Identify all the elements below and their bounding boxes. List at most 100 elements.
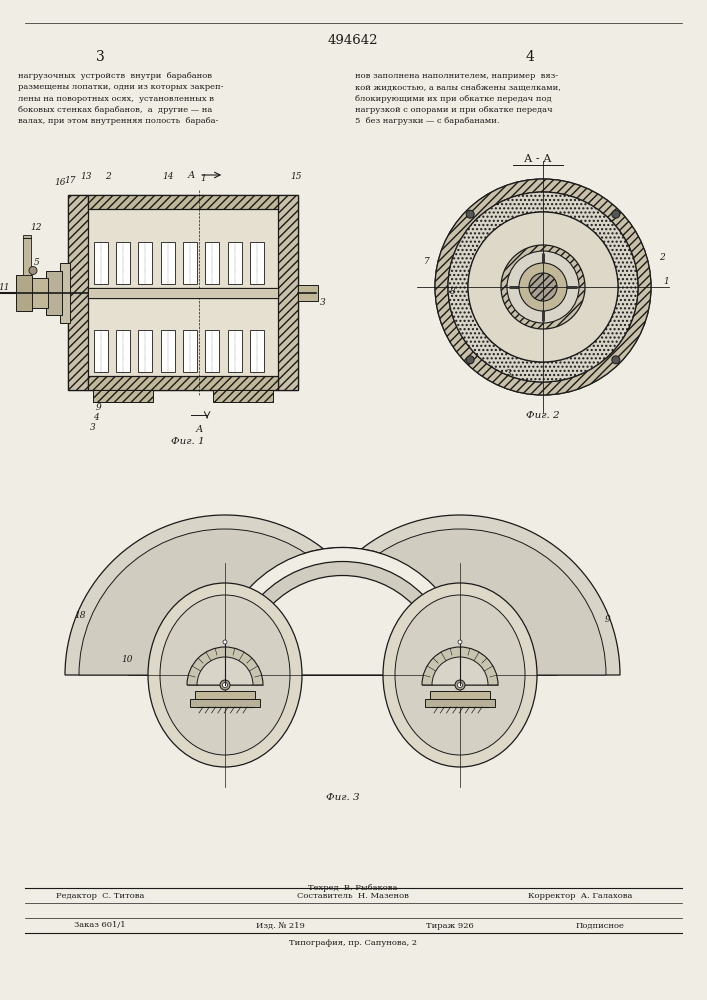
Text: Фиг. 1: Фиг. 1 xyxy=(171,438,205,446)
Circle shape xyxy=(458,640,462,644)
Bar xyxy=(88,195,278,209)
Bar xyxy=(116,330,130,372)
Text: нов заполнена наполнителем, например  вяз-
кой жидкостью, а валы снабжены защелк: нов заполнена наполнителем, например вяз… xyxy=(355,72,561,125)
Text: Изд. № 219: Изд. № 219 xyxy=(255,922,305,930)
Text: 14: 14 xyxy=(162,172,174,181)
Circle shape xyxy=(507,251,579,323)
Bar xyxy=(139,330,152,372)
Circle shape xyxy=(29,266,37,274)
Text: Составитель  Н. Мазенов: Составитель Н. Мазенов xyxy=(297,892,409,900)
Text: Подписное: Подписное xyxy=(575,922,624,930)
Text: 1: 1 xyxy=(200,174,206,183)
Wedge shape xyxy=(243,576,442,675)
Text: А - А: А - А xyxy=(525,154,551,164)
Text: Фиг. 3: Фиг. 3 xyxy=(326,792,359,802)
Bar xyxy=(183,241,197,284)
Ellipse shape xyxy=(160,595,290,755)
Circle shape xyxy=(435,179,651,395)
Wedge shape xyxy=(197,657,253,685)
Bar xyxy=(68,195,88,390)
Bar xyxy=(88,288,278,298)
Text: 10: 10 xyxy=(122,656,133,664)
Bar xyxy=(298,284,318,300)
Circle shape xyxy=(529,273,557,301)
Bar xyxy=(250,330,264,372)
Text: Типография, пр. Сапунова, 2: Типография, пр. Сапунова, 2 xyxy=(289,939,417,947)
Text: 1: 1 xyxy=(663,277,669,286)
Circle shape xyxy=(435,179,651,395)
Text: Корректор  А. Галахова: Корректор А. Галахова xyxy=(528,892,632,900)
Bar xyxy=(195,691,255,699)
Ellipse shape xyxy=(148,583,302,767)
Bar xyxy=(139,241,152,284)
Text: 18: 18 xyxy=(74,610,86,619)
Text: 3: 3 xyxy=(506,369,512,378)
Bar xyxy=(205,330,219,372)
Circle shape xyxy=(519,263,567,311)
Bar xyxy=(88,376,278,390)
Bar xyxy=(93,330,107,372)
Text: 4: 4 xyxy=(525,50,534,64)
Bar xyxy=(430,691,490,699)
Circle shape xyxy=(612,210,620,218)
Wedge shape xyxy=(300,515,620,675)
Bar xyxy=(68,195,298,390)
Wedge shape xyxy=(314,529,606,675)
Circle shape xyxy=(501,245,585,329)
Text: 494642: 494642 xyxy=(328,33,378,46)
Text: 5: 5 xyxy=(34,258,40,267)
Wedge shape xyxy=(229,562,456,675)
Circle shape xyxy=(448,192,638,382)
Wedge shape xyxy=(229,562,456,675)
Bar xyxy=(278,195,298,390)
Wedge shape xyxy=(432,657,488,685)
Bar xyxy=(93,390,153,402)
Bar xyxy=(93,241,107,284)
Text: 9: 9 xyxy=(605,615,611,624)
Ellipse shape xyxy=(383,583,537,767)
Text: Заказ 601/1: Заказ 601/1 xyxy=(74,922,126,930)
Ellipse shape xyxy=(395,595,525,755)
Circle shape xyxy=(457,682,462,688)
Bar xyxy=(228,330,242,372)
Wedge shape xyxy=(215,548,470,675)
Bar xyxy=(46,270,62,314)
Wedge shape xyxy=(243,576,442,675)
Bar xyxy=(60,262,70,322)
Circle shape xyxy=(466,210,474,218)
Text: 12: 12 xyxy=(30,224,42,232)
Bar xyxy=(116,241,130,284)
Text: Тираж 926: Тираж 926 xyxy=(426,922,474,930)
Bar xyxy=(205,241,219,284)
Circle shape xyxy=(612,356,620,364)
Text: нагрузочных  устройств  внутри  барабанов
размещены лопатки, одни из которых зак: нагрузочных устройств внутри барабанов р… xyxy=(18,72,223,125)
Text: 8: 8 xyxy=(450,288,456,296)
Text: 3: 3 xyxy=(95,50,105,64)
Bar xyxy=(228,241,242,284)
Wedge shape xyxy=(187,647,263,685)
Bar xyxy=(88,288,278,298)
Wedge shape xyxy=(215,548,470,675)
Text: 7: 7 xyxy=(424,257,430,266)
Wedge shape xyxy=(422,647,498,685)
Circle shape xyxy=(468,212,618,362)
Text: А: А xyxy=(195,424,203,434)
Text: 15: 15 xyxy=(291,172,302,181)
Text: Фиг. 2: Фиг. 2 xyxy=(526,410,560,420)
Circle shape xyxy=(220,680,230,690)
Text: 11: 11 xyxy=(0,283,10,292)
Circle shape xyxy=(455,680,465,690)
Circle shape xyxy=(468,212,618,362)
Text: 4: 4 xyxy=(93,414,99,422)
Bar xyxy=(250,241,264,284)
Circle shape xyxy=(223,682,228,688)
Wedge shape xyxy=(65,515,385,675)
Bar xyxy=(425,699,495,707)
Text: 13: 13 xyxy=(81,172,92,181)
Text: 2: 2 xyxy=(105,172,111,181)
Text: 3: 3 xyxy=(90,424,95,432)
Text: А: А xyxy=(188,170,195,180)
Circle shape xyxy=(448,192,638,382)
Bar xyxy=(23,234,31,274)
Text: Техред  В. Рыбакова: Техред В. Рыбакова xyxy=(308,884,397,892)
